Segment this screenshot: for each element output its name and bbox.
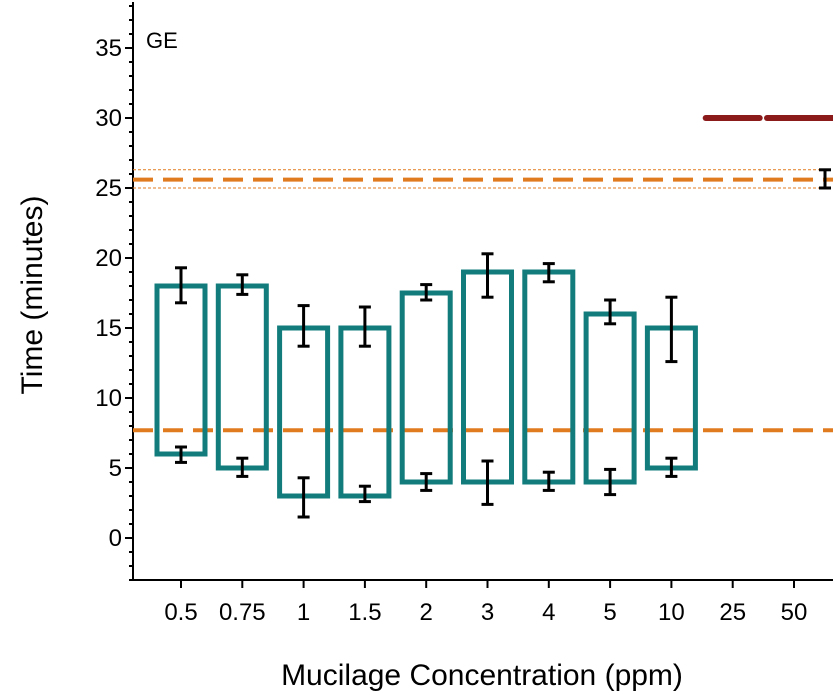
x-tick-label: 3 [481, 599, 494, 626]
box [583, 311, 637, 485]
x-tick-label: 1.5 [348, 599, 381, 626]
reference-lines [133, 169, 833, 433]
y-tick-label: 25 [95, 175, 122, 202]
y-tick-label: 5 [109, 455, 122, 482]
x-axis-title: Mucilage Concentration (ppm) [281, 659, 683, 692]
y-tick-label: 0 [109, 525, 122, 552]
panel-label: GE [146, 28, 178, 53]
box [399, 290, 453, 485]
x-tick-label: 4 [542, 599, 555, 626]
x-tick-label: 0.5 [164, 599, 197, 626]
x-tick-label: 5 [603, 599, 616, 626]
y-tick-label: 10 [95, 385, 122, 412]
error-bars [175, 168, 831, 519]
box [215, 283, 269, 471]
box [461, 269, 514, 485]
x-tick-label: 50 [781, 599, 808, 626]
box [522, 269, 576, 485]
y-tick-label: 30 [95, 105, 122, 132]
x-tick-label: 2 [420, 599, 433, 626]
y-axis: 0 5 10 15 20 25 30 35 [95, 2, 134, 581]
box [277, 325, 331, 499]
x-tick-label: 25 [719, 599, 746, 626]
x-tick-label: 10 [658, 599, 685, 626]
x-tick-label: 0.75 [219, 599, 266, 626]
x-axis: 0.5 0.75 1 1.5 2 3 4 5 10 25 50 [133, 579, 833, 626]
y-tick-label: 15 [95, 315, 122, 342]
boxes [154, 269, 698, 499]
y-tick-label: 20 [95, 245, 122, 272]
y-tick-label: 35 [95, 35, 122, 62]
x-tick-label: 1 [297, 599, 310, 626]
box [338, 325, 392, 499]
y-axis-title: Time (minutes) [16, 196, 49, 395]
